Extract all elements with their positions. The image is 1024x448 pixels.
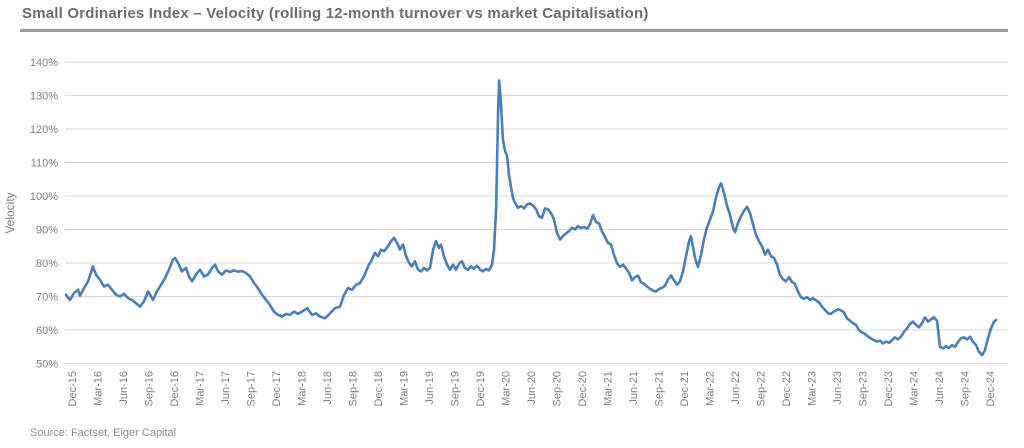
source-note: Source: Factset, Eiger Capital [30,427,177,439]
x-tick-label: Dec-23 [883,371,895,406]
x-tick-label: Sep-24 [960,371,972,406]
x-tick-label: Jun-22 [730,371,742,405]
y-tick-label: 80% [36,258,58,270]
x-tick-label: Sep-19 [450,371,462,406]
y-tick-label: 70% [36,292,58,304]
x-tick-label: Mar-16 [93,371,105,406]
y-tick-label: 50% [36,359,58,371]
x-tick-label: Dec-21 [679,371,691,406]
x-tick-label: Mar-19 [399,371,411,406]
gridlines [65,61,1008,364]
y-tick-label: 100% [30,191,58,203]
x-tick-label: Sep-18 [348,371,360,406]
y-axis-title: Velocity [3,192,17,233]
x-tick-label: Jun-20 [526,371,538,405]
x-tick-label: Jun-19 [424,371,436,405]
x-tick-label: Mar-17 [195,371,207,406]
x-tick-label: Dec-20 [577,371,589,406]
x-tick-label: Dec-17 [271,371,283,406]
y-tick-label: 120% [30,124,58,136]
velocity-series-line [64,79,998,357]
x-tick-label: Jun-23 [832,371,844,405]
x-tick-label: Sep-20 [552,371,564,406]
x-tick-label: Sep-16 [144,371,156,406]
y-tick-label: 60% [36,325,58,337]
x-tick-label: Sep-23 [858,371,870,406]
y-tick-label: 140% [30,57,58,69]
x-axis-tick-labels: Dec-15 Mar-16 Jun-16 Sep-16 Dec-16 Mar-17 Jun-… [67,371,997,406]
x-tick-label: Dec-24 [985,371,997,406]
y-tick-label: 110% [31,158,59,170]
x-tick-label: Mar-18 [297,371,309,406]
x-tick-label: Mar-22 [705,371,717,406]
y-axis-tick-labels: 140% 130% 120% 110% 100% 90% 80% 70% 60% 50% [30,57,58,371]
x-tick-label: Jun-21 [628,371,640,405]
x-tick-label: Mar-21 [603,371,615,406]
x-tick-label: Mar-20 [501,371,513,406]
x-tick-label: Dec-16 [169,371,181,406]
x-tick-label: Sep-17 [246,371,258,406]
x-tick-label: Jun-16 [118,371,130,405]
x-tick-label: Jun-24 [934,371,946,405]
chart-title: Small Ordinaries Index – Velocity (rolli… [22,5,649,22]
x-tick-label: Dec-19 [475,371,487,406]
y-tick-label: 90% [36,225,58,237]
x-tick-label: Jun-17 [220,371,232,405]
x-tick-label: Sep-21 [654,371,666,406]
x-tick-label: Mar-24 [909,371,921,406]
title-divider [20,29,1008,32]
x-tick-label: Mar-23 [807,371,819,406]
x-tick-label: Dec-22 [781,371,793,406]
x-tick-label: Sep-22 [756,371,768,406]
x-tick-label: Dec-15 [67,371,79,406]
x-tick-label: Jun-18 [322,371,334,405]
x-tick-label: Dec-18 [373,371,385,406]
y-tick-label: 130% [30,91,58,103]
